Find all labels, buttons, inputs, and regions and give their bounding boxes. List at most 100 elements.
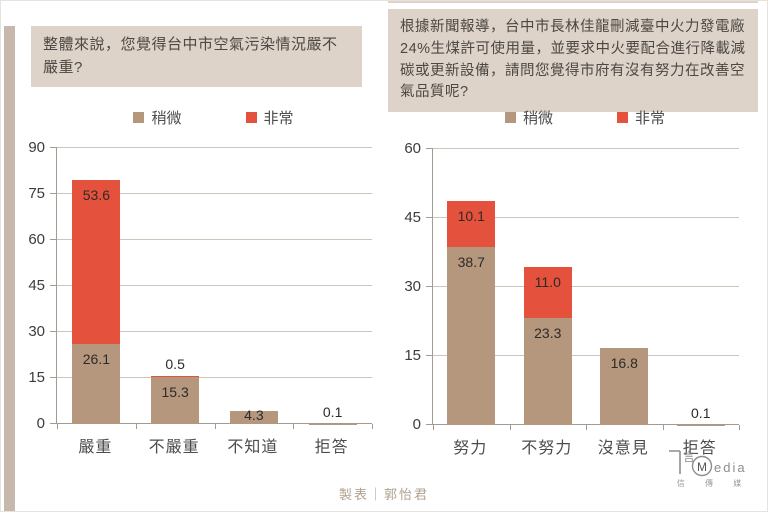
y-axis-tick <box>50 193 57 194</box>
gridline <box>57 423 372 424</box>
left-chart-question: 整體來說，您覺得台中市空氣污染情況嚴不嚴重? <box>31 26 362 87</box>
right-chart-legend: 稍微 非常 <box>432 106 738 128</box>
logo-m-letter: M <box>697 460 707 474</box>
y-axis-tick <box>426 286 433 287</box>
gridline <box>57 377 372 378</box>
bar-segment <box>72 343 121 424</box>
category-label: 不努力 <box>521 440 573 457</box>
bar-value-label: 38.7 <box>457 253 485 270</box>
y-axis-tick <box>50 147 57 148</box>
y-axis-label: 45 <box>28 277 45 294</box>
gridline <box>57 331 372 332</box>
y-axis-label: 15 <box>404 347 421 364</box>
y-axis-tick <box>50 423 57 424</box>
y-axis-tick <box>426 355 433 356</box>
y-axis-tick <box>426 217 433 218</box>
gridline <box>433 217 739 218</box>
legend-swatch <box>133 111 145 123</box>
legend-label: 稍微 <box>151 109 182 127</box>
x-axis-tick <box>57 424 58 429</box>
bar-value-label: 26.1 <box>82 350 110 367</box>
gridline <box>433 355 739 356</box>
x-axis-tick <box>135 424 137 429</box>
y-axis-tick <box>426 424 433 425</box>
gridline <box>57 147 372 148</box>
gridline <box>433 148 739 149</box>
bar-segment <box>447 246 496 425</box>
legend-swatch <box>245 111 257 123</box>
x-axis-tick <box>509 425 511 430</box>
right-chart-plot-area: 38.7 10.1 23.3 11.0 16.8 0.1 <box>426 148 740 430</box>
credit-line: 製表｜郭怡君 <box>338 487 429 502</box>
y-axis-tick <box>426 148 433 149</box>
bar-value-label: 4.3 <box>244 407 264 423</box>
bar-value-label: 0.1 <box>322 403 343 420</box>
logo-circle <box>691 455 713 477</box>
legend-label: 非常 <box>263 109 294 127</box>
y-axis-label: 0 <box>36 415 45 432</box>
y-axis-label: 60 <box>404 140 421 157</box>
category-label: 努力 <box>453 440 488 457</box>
category-label: 不知道 <box>227 439 279 456</box>
bar-value-label: 53.6 <box>82 186 110 203</box>
bar-segment <box>447 200 496 247</box>
bar-value-label: 16.8 <box>610 354 638 371</box>
y-axis-tick <box>50 331 57 332</box>
category-label: 拒答 <box>682 440 717 457</box>
y-axis-label: 0 <box>412 416 421 433</box>
category-label: 拒答 <box>314 439 349 456</box>
cnews-media-logo: 言 M edia 信 傳 媒 <box>661 447 757 489</box>
y-axis-tick <box>50 285 57 286</box>
y-axis-label: 60 <box>28 231 45 248</box>
media-logo-mark: 言 M edia <box>669 450 747 477</box>
bar-segment <box>229 410 278 424</box>
bar-value-label: 0.5 <box>165 355 185 372</box>
x-axis-tick <box>739 425 740 430</box>
left-chart-legend: 稍微 非常 <box>56 106 371 128</box>
right-chart-question: 根據新聞報導，台中市長林佳龍刪減臺中火力發電廠24%生煤許可使用量，並要求中火要… <box>388 9 758 112</box>
left-accent-stripe <box>4 26 15 511</box>
left-chart-plot-area: 26.1 53.6 15.3 0.5 4.3 0.1 <box>50 147 373 429</box>
gridline <box>57 285 372 286</box>
y-axis-label: 45 <box>404 209 421 226</box>
x-axis-tick <box>293 424 295 429</box>
x-axis-tick <box>372 424 373 429</box>
category-label: 不嚴重 <box>148 439 200 456</box>
logo-yan-glyph: 言 <box>683 450 695 464</box>
bar-segment <box>600 347 649 425</box>
y-axis-tick <box>50 377 57 378</box>
bar-value-label: 11.0 <box>534 274 561 291</box>
logo-edia-text: edia <box>714 460 747 475</box>
legend-swatch <box>617 111 628 123</box>
y-axis-tick <box>50 239 57 240</box>
gridline <box>433 424 739 425</box>
bar-segment <box>523 317 572 425</box>
bar-segment <box>151 377 200 424</box>
y-axis-label: 30 <box>404 278 421 295</box>
bar-segment <box>523 267 572 318</box>
y-axis-label: 90 <box>28 139 45 156</box>
category-label: 嚴重 <box>78 439 113 456</box>
x-axis-tick <box>662 425 664 430</box>
legend-label: 稍微 <box>522 109 553 127</box>
legend-label: 非常 <box>635 109 666 127</box>
gridline <box>57 239 372 240</box>
x-axis-tick <box>586 425 587 430</box>
x-axis-tick <box>433 425 434 430</box>
bar-segment <box>151 375 200 378</box>
logo-chinese-name: 信 傳 媒 <box>676 479 751 488</box>
left-chart-x-axis: 嚴重 不嚴重 不知道 拒答 <box>56 433 371 457</box>
y-axis-label: 15 <box>28 369 45 386</box>
legend-item: 非常 <box>617 107 665 128</box>
x-axis-tick <box>214 424 216 429</box>
y-axis-label: 30 <box>28 323 45 340</box>
legend-item: 稍微 <box>133 107 182 128</box>
y-axis-label: 75 <box>28 185 45 202</box>
bar-value-label: 15.3 <box>161 384 189 401</box>
bar-value-label: 10.1 <box>457 207 485 224</box>
category-label: 沒意見 <box>597 440 649 457</box>
legend-swatch <box>504 111 516 123</box>
right-chart-y-axis: 0 15 30 45 60 <box>389 140 421 433</box>
top-edge-strip <box>388 1 758 3</box>
